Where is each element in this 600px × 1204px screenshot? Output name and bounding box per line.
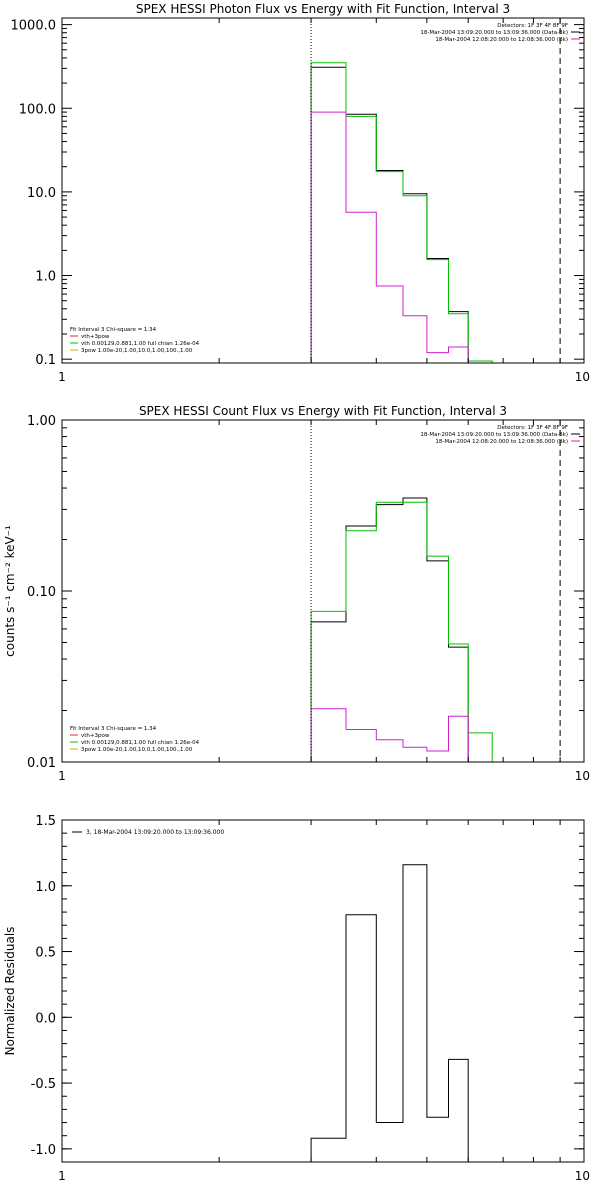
- y-tick-label: -1.0: [31, 1143, 56, 1158]
- legend-entry: 18-Mar-2004 13:09:20.000 to 13:09:36.000…: [420, 432, 568, 438]
- series-line-0: [310, 864, 469, 1162]
- y-tick-label: 0.10: [27, 585, 56, 600]
- y-tick-label: 1.0: [35, 270, 56, 285]
- x-tick-label: 1: [58, 1169, 66, 1183]
- series-line-0: [310, 497, 469, 762]
- y-tick-label: 0.1: [35, 353, 56, 368]
- panel-resid: Normalized Residuals 1 10 -1.0 -0.5 0.0 0.5 1.0…: [3, 814, 590, 1183]
- legend-entry: Detectors: 1F 3F 4F 8F 9F: [497, 23, 568, 29]
- legend-entry: vth 0.00129,0.881,1.00 full chian 1.26e-…: [81, 740, 200, 746]
- series-line-0: [310, 66, 469, 363]
- y-tick-label: 0.0: [35, 1011, 56, 1026]
- panel-count: SPEX HESSI Count Flux vs Energy with Fit…: [3, 404, 590, 783]
- legend-entry: Fit Interval 3 Chi-square = 1.34: [70, 726, 157, 732]
- y-tick-label: 1.0: [35, 880, 56, 895]
- panel-photon: SPEX HESSI Photon Flux vs Energy with Fi…: [11, 2, 591, 384]
- legend-entry: 18-Mar-2004 12:08:20.000 to 12:08:36.000…: [435, 439, 568, 445]
- plot-frame: [61, 17, 585, 364]
- x-tick-label: 1: [58, 370, 66, 384]
- y-tick-label: -0.5: [31, 1077, 56, 1092]
- series-line-1: [310, 62, 493, 363]
- y-axis-label: counts s⁻¹ cm⁻² keV⁻¹: [3, 525, 17, 657]
- legend-entry: 3, 18-Mar-2004 13:09:20.000 to 13:09:36.…: [86, 829, 224, 836]
- plot-frame: [61, 819, 585, 1163]
- legend-entry: vth+3pow: [81, 733, 110, 739]
- series-line-2: [310, 708, 469, 762]
- x-tick-label: 10: [575, 769, 590, 783]
- chart-title: SPEX HESSI Photon Flux vs Energy with Fi…: [136, 2, 510, 16]
- y-tick-label: 1.00: [27, 414, 56, 429]
- legend-entry: 3pow 1.00e-20,1.00,10.0,1.00,100.,1.00: [81, 747, 193, 753]
- legend-entry: Detectors: 1F 3F 4F 8F 9F: [497, 425, 568, 431]
- legend-entry: Fit Interval 3 Chi-square = 1.34: [70, 327, 157, 333]
- legend-entry: 18-Mar-2004 13:09:20.000 to 13:09:36.000…: [420, 30, 568, 36]
- y-tick-label: 0.01: [27, 756, 56, 771]
- legend-entry: vth+3pow: [81, 334, 110, 340]
- y-tick-label: 1000.0: [11, 19, 57, 34]
- x-tick-label: 10: [575, 370, 590, 384]
- series-line-2: [310, 111, 469, 363]
- y-tick-label: 0.5: [35, 946, 56, 961]
- chart-title: SPEX HESSI Count Flux vs Energy with Fit…: [139, 404, 507, 418]
- series-line-1: [310, 501, 493, 762]
- legend-entry: vth 0.00129,0.881,1.00 full chian 1.26e-…: [81, 341, 200, 347]
- y-axis-label: Normalized Residuals: [3, 927, 17, 1056]
- plot-frame: [61, 419, 585, 763]
- y-tick-label: 10.0: [27, 186, 56, 201]
- x-tick-label: 1: [58, 769, 66, 783]
- legend-entry: 18-Mar-2004 12:08:20.000 to 12:08:36.000…: [435, 37, 568, 43]
- y-tick-label: 1.5: [35, 814, 56, 829]
- x-tick-label: 10: [575, 1169, 590, 1183]
- y-tick-label: 100.0: [19, 102, 56, 117]
- legend-entry: 3pow 1.00e-20,1.00,10.0,1.00,100.,1.00: [81, 348, 193, 354]
